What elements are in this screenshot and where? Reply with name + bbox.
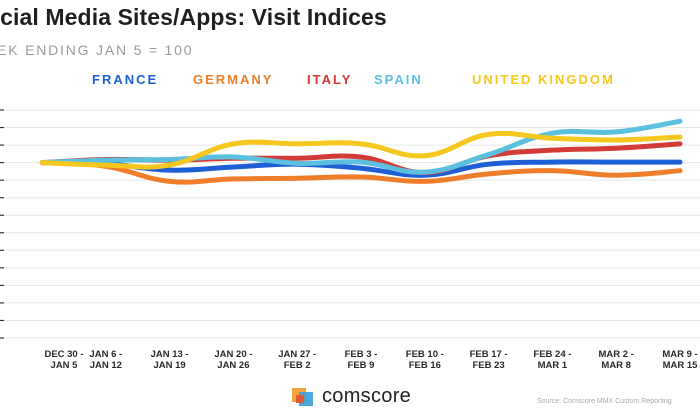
x-tick-label: FEB 24 -MAR 1	[533, 349, 571, 371]
x-axis-ticks: DEC 30 -JAN 5 JAN 6 -JAN 12 JAN 13 -JAN 19…	[44, 349, 698, 371]
x-tick-label: MAR 2 -MAR 8	[599, 349, 634, 371]
series-line-spain	[39, 118, 683, 175]
series-line-germany	[39, 160, 683, 185]
brand-name: comscore	[322, 385, 412, 407]
x-tick-label: DEC 30 -JAN 5	[44, 349, 83, 371]
x-tick-label: FEB 3 -FEB 9	[345, 349, 378, 371]
x-tick-label: JAN 20 -JAN 26	[214, 349, 252, 371]
chart-subtitle: EEK ENDING JAN 5 = 100	[0, 42, 194, 58]
brand-footer: comscore	[292, 385, 411, 408]
chart-title: ocial Media Sites/Apps: Visit Indices	[0, 4, 387, 30]
series-lines	[39, 118, 683, 185]
legend-item-france: FRANCE	[92, 72, 159, 87]
legend-item-germany: GERMANY	[193, 72, 274, 87]
chart-legend: FRANCE GERMANY ITALY SPAIN UNITED KINGDO…	[0, 72, 700, 92]
legend-item-spain: SPAIN	[374, 72, 423, 87]
legend-item-united-kingdom: UNITED KINGDOM	[472, 72, 615, 87]
series-line-united-kingdom	[39, 130, 683, 170]
source-note: Source: Comscore MMX Custom Reporting	[537, 398, 672, 405]
comscore-logo-icon	[292, 386, 316, 408]
legend-item-italy: ITALY	[307, 72, 353, 87]
x-tick-label: JAN 6 -JAN 12	[89, 349, 122, 371]
x-tick-label: FEB 10 -FEB 16	[406, 349, 444, 371]
x-tick-label: JAN 27 -FEB 2	[278, 349, 316, 371]
x-tick-label: JAN 13 -JAN 19	[151, 349, 189, 371]
x-tick-label: FEB 17 -FEB 23	[470, 349, 508, 371]
x-tick-label: MAR 9 -MAR 15	[662, 349, 698, 371]
